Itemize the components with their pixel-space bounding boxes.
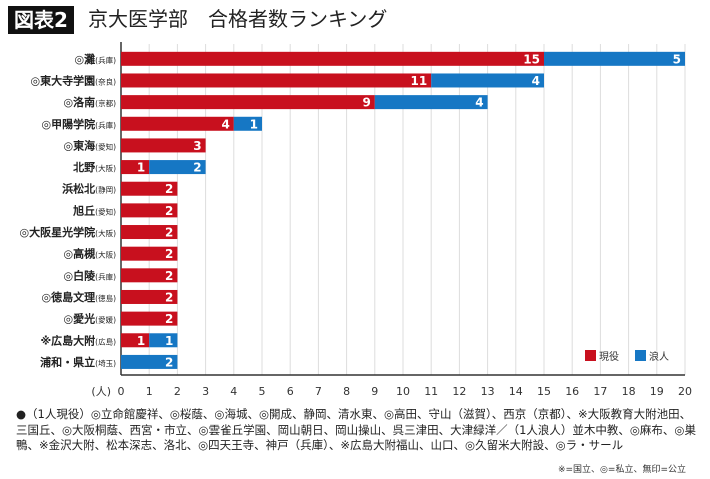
x-tick-label: 6 — [287, 385, 294, 398]
data-label: 2 — [165, 204, 173, 218]
x-tick-label: 12 — [452, 385, 466, 398]
bar-ronin — [431, 73, 544, 88]
data-label: 4 — [221, 117, 229, 131]
data-label: 2 — [165, 355, 173, 369]
category-label: ◎高槻(大阪) — [64, 247, 117, 261]
data-label: 2 — [165, 290, 173, 304]
bar-ronin — [233, 116, 262, 131]
x-tick-label: 15 — [537, 385, 551, 398]
x-tick-label: 3 — [202, 385, 209, 398]
data-label: 15 — [523, 52, 540, 66]
bar-genneki — [121, 51, 544, 66]
data-label: 3 — [193, 139, 201, 153]
data-label: 2 — [165, 269, 173, 283]
data-label: 1 — [137, 161, 145, 175]
bar-genneki — [121, 73, 432, 88]
x-tick-label: 14 — [509, 385, 523, 398]
data-label: 1 — [165, 334, 173, 348]
data-label: 4 — [475, 96, 483, 110]
category-label: ◎東大寺学園(奈良) — [31, 73, 117, 87]
category-label: ◎白陵(兵庫) — [64, 268, 117, 282]
category-label: 旭丘(愛知) — [72, 203, 116, 217]
bar-genneki — [121, 95, 375, 110]
bar-ronin — [544, 51, 685, 66]
data-label: 2 — [165, 312, 173, 326]
data-label: 9 — [362, 96, 370, 110]
bar-genneki — [121, 160, 150, 175]
data-label: 2 — [165, 182, 173, 196]
category-label: 浜松北(静岡) — [62, 182, 116, 196]
category-label: ◎東海(愛知) — [64, 138, 117, 152]
x-tick-label: 2 — [174, 385, 181, 398]
bar-ronin — [149, 160, 206, 175]
data-label: 2 — [193, 161, 201, 175]
x-tick-label: 18 — [622, 385, 636, 398]
legend-note: ※=国立、◎=私立、無印=公立 — [557, 465, 686, 475]
bar-ronin — [374, 95, 488, 110]
bar-ronin — [121, 354, 178, 369]
x-tick-label: 0 — [118, 385, 125, 398]
legend-swatch — [635, 350, 646, 361]
x-tick-label: 11 — [424, 385, 438, 398]
category-label: ◎徳島文理(徳島) — [42, 290, 117, 304]
category-label: ◎大阪星光学院(大阪) — [20, 225, 117, 239]
legend-label: 浪人 — [649, 350, 669, 363]
category-label: ◎甲陽学院(兵庫) — [42, 117, 117, 131]
data-label: 2 — [165, 226, 173, 240]
bar-genneki — [121, 116, 234, 131]
bar-ronin — [149, 333, 178, 348]
data-label: 11 — [410, 74, 427, 88]
bar-genneki — [121, 203, 178, 218]
x-unit-label: (人) — [91, 385, 111, 398]
bar-genneki — [121, 138, 206, 153]
data-label: 2 — [165, 247, 173, 261]
x-tick-label: 9 — [371, 385, 378, 398]
bar-genneki — [121, 311, 178, 326]
data-label: 4 — [532, 74, 540, 88]
x-tick-label: 4 — [230, 385, 237, 398]
chart-title: 京大医学部 合格者数ランキング — [88, 7, 388, 31]
bar-genneki — [121, 268, 178, 283]
x-tick-label: 5 — [259, 385, 266, 398]
category-label: ◎灘(兵庫) — [75, 52, 117, 66]
category-label: ◎愛光(愛媛) — [64, 312, 117, 326]
x-tick-label: 13 — [481, 385, 495, 398]
data-label: 1 — [137, 334, 145, 348]
legend-label: 現役 — [599, 350, 619, 363]
bar-genneki — [121, 181, 178, 196]
x-tick-label: 1 — [146, 385, 153, 398]
figure-badge: 図表2 — [8, 6, 74, 34]
category-label: 北野(大阪) — [73, 160, 116, 174]
bar-chart: 0 1 2 3 4 5 6 7 8 9 10 11 12 13 14 15 16 17 18 19 20(人)◎灘(兵庫… — [20, 42, 692, 398]
x-tick-label: 17 — [593, 385, 607, 398]
x-tick-label: 7 — [315, 385, 322, 398]
x-tick-label: 19 — [650, 385, 664, 398]
bar-genneki — [121, 333, 150, 348]
bar-genneki — [121, 246, 178, 261]
x-tick-label: 8 — [343, 385, 350, 398]
category-label: ※広島大附(広島) — [40, 333, 116, 347]
data-label: 5 — [673, 52, 681, 66]
x-tick-label: 10 — [396, 385, 410, 398]
x-tick-label: 20 — [678, 385, 692, 398]
footnote: ●（1人現役）◎立命館慶祥、◎桜蔭、◎海城、◎開成、静岡、清水東、◎高田、守山（… — [16, 407, 696, 452]
bar-genneki — [121, 225, 178, 240]
data-label: 1 — [250, 117, 258, 131]
category-label: 浦和・県立(埼玉) — [40, 355, 116, 369]
bar-genneki — [121, 289, 178, 304]
x-tick-label: 16 — [565, 385, 579, 398]
legend-swatch — [585, 350, 596, 361]
category-label: ◎洛南(京都) — [64, 95, 117, 109]
